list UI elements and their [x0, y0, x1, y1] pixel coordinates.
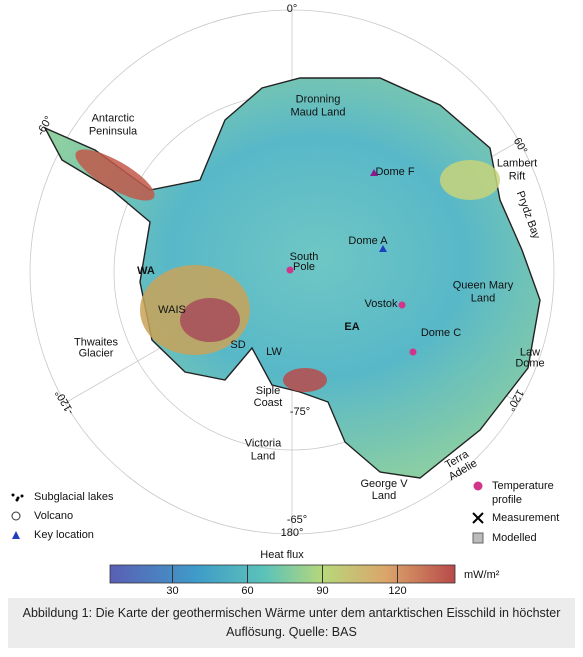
graticule-label: 0° [287, 3, 298, 15]
legend-symbol [11, 511, 21, 521]
place-label-line: SD [230, 339, 245, 351]
place-label: George V Land [360, 478, 408, 502]
legend-symbol [15, 498, 19, 502]
colorbar-tick-label: 120 [388, 585, 406, 597]
heat-anomalies [75, 149, 500, 392]
place-label: SD [230, 339, 245, 351]
place-label-line: Land [251, 451, 275, 463]
place-label-line: Queen Mary [453, 279, 514, 291]
legend-symbol [11, 493, 15, 497]
place-label: LW [266, 346, 282, 358]
graticule-label: 60° [511, 136, 530, 156]
place-label: Dronning Maud Land [290, 93, 345, 118]
place-label-line: Pole [293, 261, 315, 273]
place-label-line: Prydz Bay [514, 189, 543, 241]
place-label-line: Siple [256, 385, 280, 397]
legend-symbol [20, 494, 24, 498]
legend-symbol [473, 481, 483, 491]
legend-label: Subglacial lakes [34, 491, 114, 503]
place-label: EA [344, 321, 359, 333]
place-label-line: George V [360, 478, 408, 490]
place-label-line: EA [344, 321, 359, 333]
place-label-line: WAIS [158, 304, 186, 316]
place-label-line: WA [137, 265, 155, 277]
place-label-line: Antarctic [92, 112, 135, 124]
legend-label: Measurement [492, 512, 559, 524]
place-label: WA [137, 265, 155, 277]
legend-symbol [472, 532, 484, 544]
colorbar-unit: mW/m² [464, 569, 500, 581]
place-label: Queen Mary Land [453, 279, 514, 304]
place-label-line: Lambert [497, 157, 537, 169]
place-label-line: Glacier [79, 347, 114, 359]
place-label: Victoria Land [245, 437, 282, 462]
graticule-label: 180° [281, 527, 304, 539]
place-label-line: Dronning [296, 93, 341, 105]
place-label-line: Land [471, 293, 495, 305]
place-label-line: South [290, 251, 319, 263]
colorbar-tick-label: 60 [241, 585, 253, 597]
legend-symbol [12, 531, 20, 539]
graticule-label: -65° [287, 514, 307, 526]
marker [398, 301, 406, 309]
colorbar-title: Heat flux [260, 549, 304, 561]
place-label-line: Maud Land [290, 107, 345, 119]
map: 0°60°120°180°-120°-60°-75°-65°Dronning Ma… [11, 3, 559, 597]
marker [370, 169, 378, 176]
place-label-line: Thwaites [74, 336, 119, 348]
legend-label: Modelled [492, 532, 537, 544]
caption: Abbildung 1: Die Karte der geothermische… [8, 598, 575, 648]
place-label-line: Dome A [348, 235, 388, 247]
place-label-line: Victoria [245, 437, 282, 449]
continent [43, 77, 541, 479]
place-label-line: Dome C [421, 327, 461, 339]
place-label: Antarctic Peninsula [89, 112, 138, 137]
colorbar [109, 564, 456, 584]
legend-label: profile [492, 494, 522, 506]
legend-label: Temperature [492, 480, 554, 492]
graticule-label: -120° [53, 388, 77, 417]
colorbar-tick-label: 30 [166, 585, 178, 597]
place-label: Thwaites Glacier [74, 336, 119, 359]
place-label: Prydz Bay [514, 189, 543, 241]
place-label-line: Land [372, 490, 396, 502]
place-label-line: Rift [509, 171, 526, 183]
place-label-line: Peninsula [89, 126, 138, 138]
place-label: Vostok [364, 298, 398, 310]
place-label: Lambert Rift [497, 157, 537, 182]
place-label-line: LW [266, 346, 282, 358]
place-label: Siple Coast [254, 385, 283, 409]
place-label-line: Dome F [375, 166, 414, 178]
legend-label: Volcano [34, 510, 73, 522]
colorbar-tick-label: 90 [316, 585, 328, 597]
place-label: Dome F [375, 166, 414, 178]
marker [409, 348, 417, 356]
legend-symbol [472, 512, 484, 524]
place-label: Dome A [348, 235, 388, 247]
place-label: Dome C [421, 327, 461, 339]
place-label-line: Dome [515, 357, 544, 369]
place-label-line: Vostok [364, 298, 398, 310]
place-label-line: Coast [254, 397, 283, 409]
marker [286, 266, 294, 274]
place-label: WAIS [158, 304, 186, 316]
graticule-label: -75° [290, 406, 310, 418]
place-label: Law Dome [515, 346, 544, 369]
place-label: South Pole [290, 251, 319, 273]
place-label-line: Law [520, 346, 540, 358]
legend-label: Key location [34, 529, 94, 541]
marker [379, 245, 387, 252]
